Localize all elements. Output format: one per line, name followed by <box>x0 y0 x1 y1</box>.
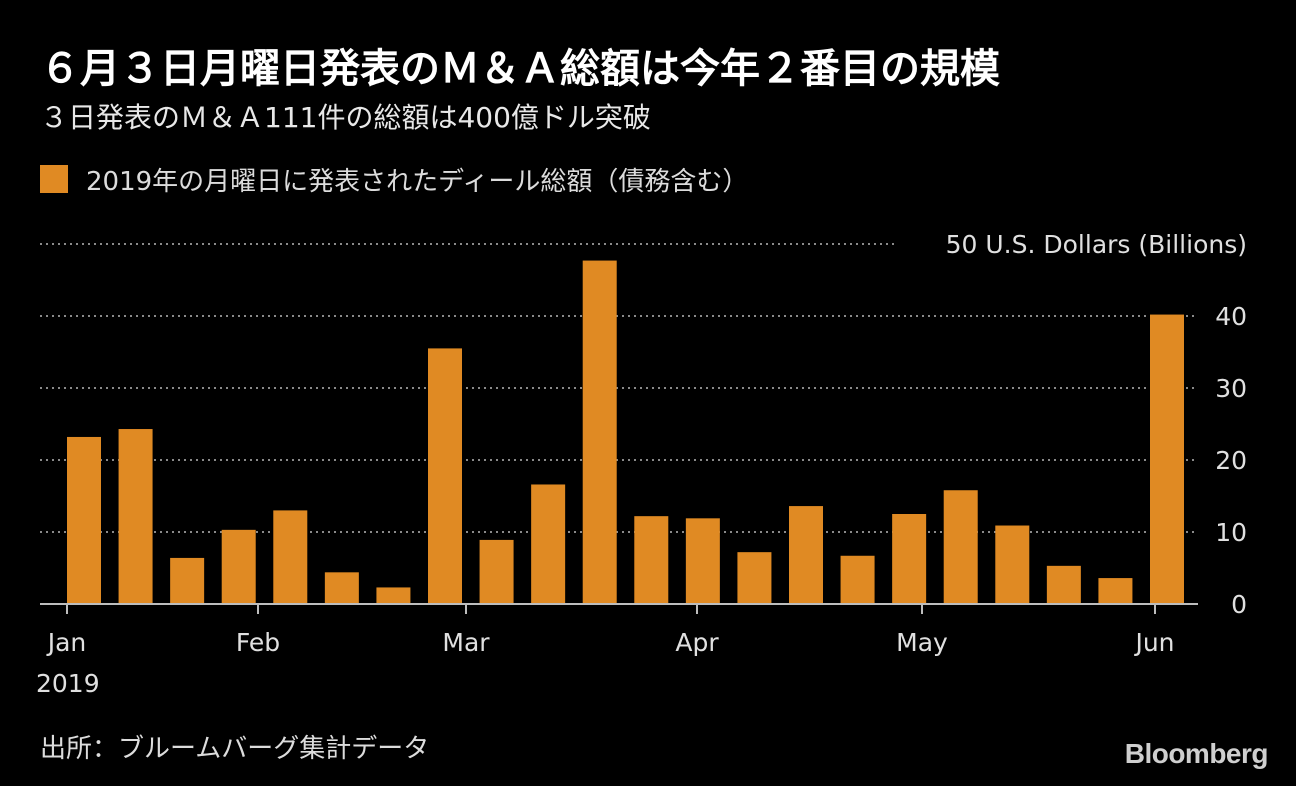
x-tick-label: Jan <box>46 628 87 657</box>
bar <box>170 557 205 604</box>
y-tick-label: 40 <box>1215 302 1247 331</box>
x-tick-label: Feb <box>236 628 280 657</box>
bar <box>273 510 308 604</box>
y-tick-label: 30 <box>1215 374 1247 403</box>
legend: 2019年の月曜日に発表されたディール総額（債務含む） <box>40 163 749 197</box>
bar <box>582 260 617 604</box>
x-tick-label: Apr <box>675 628 719 657</box>
x-tick-label: Mar <box>442 628 490 657</box>
bar <box>1150 314 1184 604</box>
bloomberg-logo: Bloomberg <box>1124 738 1269 769</box>
bar <box>685 518 720 604</box>
legend-label: 2019年の月曜日に発表されたディール総額（債務含む） <box>86 166 749 197</box>
bar <box>943 490 978 604</box>
bar <box>324 572 359 604</box>
bar <box>1098 578 1133 604</box>
bar <box>1046 565 1081 604</box>
bar <box>995 525 1030 604</box>
x-tick-label: Jun <box>1133 628 1174 657</box>
bar <box>376 587 411 604</box>
bars <box>67 260 1184 604</box>
y-axis-labels: 0 10 20 30 40 50 U.S. Dollars (Billions) <box>946 230 1247 619</box>
legend-swatch <box>40 165 68 193</box>
bar <box>737 552 772 604</box>
bar <box>428 348 462 604</box>
y-axis-title: 50 U.S. Dollars (Billions) <box>946 230 1247 259</box>
bar <box>67 436 101 604</box>
x-tick-label: May <box>896 628 948 657</box>
bar <box>479 539 514 604</box>
x-axis-labels: Jan Feb Mar Apr May Jun 2019 <box>36 628 1175 698</box>
bar <box>221 529 256 604</box>
bar <box>892 514 927 604</box>
y-tick-label: 10 <box>1215 518 1247 547</box>
x-axis <box>40 603 1198 614</box>
bar <box>531 484 566 604</box>
y-tick-label: 0 <box>1231 590 1247 619</box>
bar <box>789 506 823 604</box>
chart-title: ６月３日月曜日発表のＭ＆Ａ総額は今年２番目の規模 <box>40 46 1000 92</box>
y-tick-label: 20 <box>1215 446 1247 475</box>
bar <box>118 429 153 604</box>
x-tick-sublabel: 2019 <box>36 669 100 698</box>
source-note: 出所：ブルームバーグ集計データ <box>40 734 430 764</box>
bar <box>634 516 669 604</box>
bar <box>840 555 875 604</box>
gridlines <box>40 243 1198 533</box>
chart-subtitle: ３日発表のＭ＆Ａ111件の総額は400億ドル突破 <box>40 101 651 134</box>
